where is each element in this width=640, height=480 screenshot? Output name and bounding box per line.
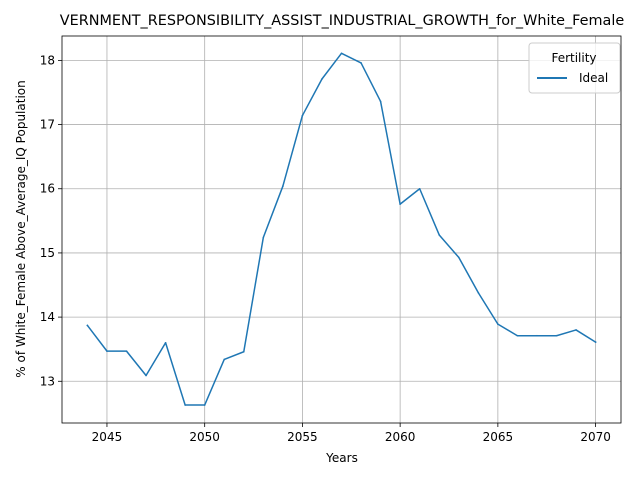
data-point — [438, 234, 441, 236]
data-point — [399, 203, 401, 205]
data-point — [242, 350, 245, 353]
y-tick-label: 17 — [40, 118, 55, 132]
data-point — [536, 334, 538, 337]
data-point — [594, 341, 597, 343]
legend-label-ideal: Ideal — [579, 71, 608, 85]
legend-title: Fertility — [551, 51, 596, 65]
y-axis-label: % of White_Female Above_Average_IQ Popul… — [14, 80, 28, 377]
data-point — [86, 324, 89, 327]
y-axis-ticks: 13 14 15 16 17 18 — [40, 53, 62, 388]
data-point — [360, 62, 362, 64]
data-point — [418, 187, 421, 190]
data-point — [125, 350, 128, 352]
x-tick-label: 2070 — [580, 430, 611, 444]
series-layer — [86, 52, 597, 406]
data-point — [516, 334, 519, 337]
data-point — [282, 185, 284, 187]
data-point — [575, 329, 577, 331]
data-point — [106, 350, 108, 352]
y-tick-label: 16 — [40, 182, 55, 196]
data-point — [184, 404, 186, 406]
x-axis-label: Years — [325, 451, 358, 465]
y-tick-label: 15 — [40, 246, 55, 260]
data-point — [477, 291, 480, 294]
data-point — [164, 341, 167, 344]
x-axis-ticks: 2045 2050 2055 2060 2065 2070 — [92, 423, 611, 444]
data-point — [379, 100, 382, 103]
legend: Fertility Ideal — [528, 42, 621, 94]
y-tick-label: 13 — [40, 374, 55, 388]
x-tick-label: 2060 — [385, 430, 416, 444]
x-tick-label: 2065 — [483, 430, 514, 444]
data-point — [457, 256, 460, 259]
data-point — [555, 334, 558, 337]
data-point — [262, 236, 265, 239]
grid — [62, 36, 621, 423]
data-point — [301, 114, 304, 117]
y-tick-label: 18 — [40, 53, 55, 67]
legend-box — [528, 42, 621, 94]
data-point — [340, 52, 343, 55]
x-tick-label: 2050 — [189, 430, 220, 444]
data-point — [497, 323, 499, 325]
x-tick-label: 2055 — [287, 430, 318, 444]
y-tick-label: 14 — [40, 310, 55, 324]
data-point — [223, 358, 226, 361]
data-point — [321, 78, 323, 80]
chart-title: VERNMENT_RESPONSIBILITY_ASSIST_INDUSTRIA… — [60, 13, 625, 29]
data-point — [145, 374, 147, 377]
x-tick-label: 2045 — [92, 430, 123, 444]
data-point — [203, 404, 206, 406]
plot-frame — [61, 35, 622, 424]
